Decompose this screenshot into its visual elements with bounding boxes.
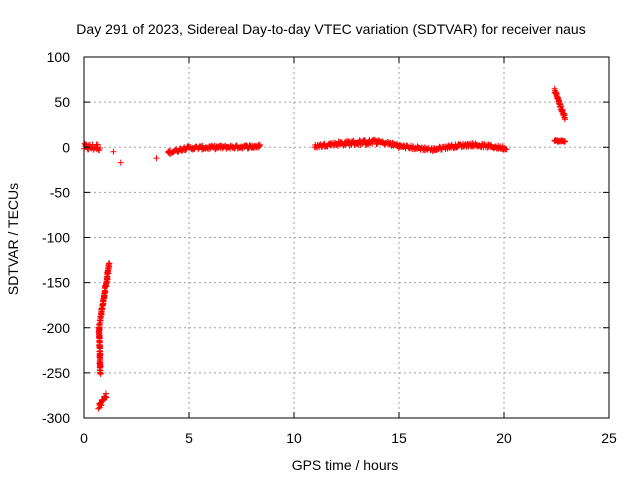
data-point — [153, 155, 160, 162]
chart-title: Day 291 of 2023, Sidereal Day-to-day VTE… — [76, 21, 585, 37]
x-axis-label: GPS time / hours — [292, 457, 399, 473]
y-tick-label: -50 — [50, 184, 70, 200]
data-point — [562, 138, 569, 145]
y-tick-label: 0 — [62, 139, 70, 155]
data-point — [110, 148, 117, 155]
data-point — [103, 394, 110, 401]
x-tick-label: 10 — [286, 430, 302, 446]
data-point — [98, 306, 105, 313]
data-point — [94, 141, 101, 148]
tick-labels-layer: 0 5 10 15 20 25 -300 -250 -200 -150 -100 -50 0 50 100 — [42, 49, 617, 446]
x-tick-label: 5 — [185, 430, 193, 446]
data-points-layer — [81, 85, 569, 412]
y-axis-label: SDTVAR / TECUs — [5, 183, 21, 295]
y-tick-label: -100 — [42, 230, 70, 246]
x-tick-label: 20 — [496, 430, 512, 446]
x-tick-label: 0 — [80, 430, 88, 446]
data-point — [424, 146, 431, 153]
y-tick-label: -300 — [42, 410, 70, 426]
data-point — [106, 260, 113, 267]
grid-layer — [84, 57, 609, 418]
data-point — [562, 116, 569, 123]
data-point — [256, 143, 263, 150]
y-tick-label: -200 — [42, 320, 70, 336]
y-tick-label: 50 — [54, 94, 70, 110]
data-point — [117, 159, 124, 166]
ticks-layer — [83, 56, 610, 419]
x-tick-label: 15 — [391, 430, 407, 446]
data-point — [95, 405, 102, 412]
y-tick-label: -150 — [42, 275, 70, 291]
data-point — [97, 370, 104, 377]
data-point — [361, 137, 368, 144]
y-tick-label: -250 — [42, 365, 70, 381]
data-point — [503, 146, 510, 153]
x-tick-label: 25 — [601, 430, 617, 446]
data-point — [96, 144, 103, 151]
y-tick-label: 100 — [47, 49, 71, 65]
data-point — [257, 141, 264, 148]
data-point — [98, 402, 105, 409]
